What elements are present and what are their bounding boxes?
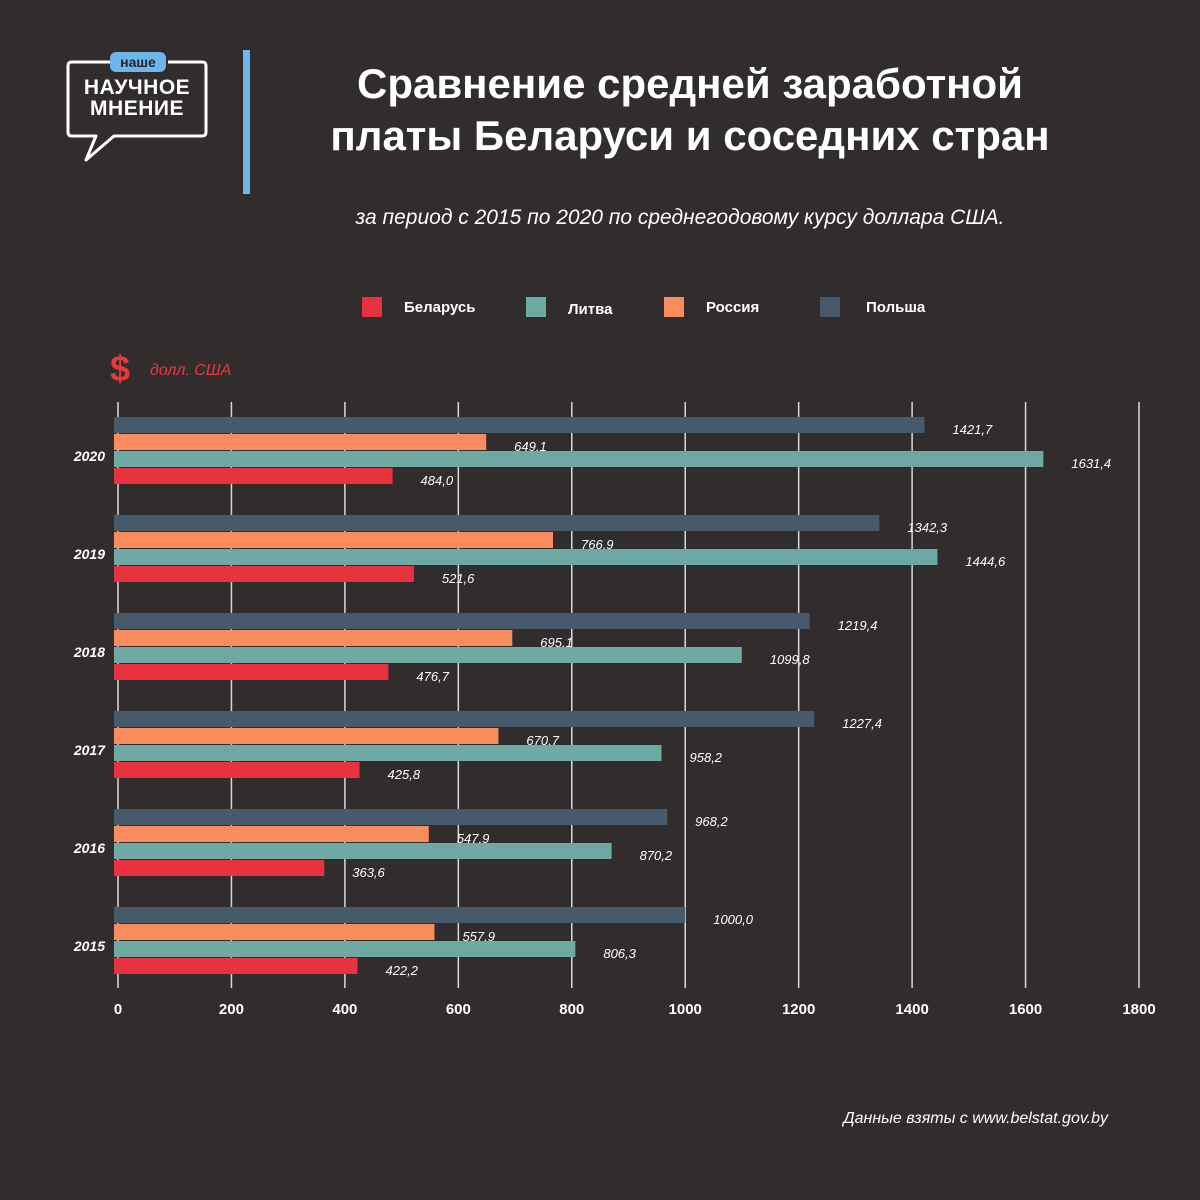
x-tick-label: 1200 bbox=[782, 1001, 815, 1018]
data-label: 484,0 bbox=[421, 473, 454, 488]
data-label: 521,6 bbox=[442, 571, 475, 586]
title-accent-bar bbox=[243, 50, 250, 194]
bar bbox=[114, 647, 742, 663]
x-tick-label: 1600 bbox=[1009, 1001, 1042, 1018]
bar bbox=[114, 958, 358, 974]
data-label: 958,2 bbox=[690, 750, 723, 765]
data-label: 547,9 bbox=[457, 831, 490, 846]
y-category-label: 2019 bbox=[73, 546, 105, 562]
data-label: 1227,4 bbox=[842, 716, 882, 731]
bar bbox=[114, 515, 880, 531]
bar-chart: 0 200 400 600 800 1000 1200 1400 1600 1800 2020 142… bbox=[73, 402, 1156, 1018]
bar bbox=[114, 532, 554, 548]
legend-swatch bbox=[526, 297, 546, 317]
x-tick-label: 1800 bbox=[1122, 1001, 1155, 1018]
bar bbox=[114, 711, 815, 727]
legend-swatch bbox=[362, 297, 382, 317]
y-category-label: 2020 bbox=[73, 448, 105, 464]
y-category-label: 2017 bbox=[73, 742, 106, 758]
legend-label: Беларусь bbox=[404, 299, 476, 316]
legend-label: Польша bbox=[866, 299, 926, 316]
data-label: 1421,7 bbox=[952, 422, 993, 437]
bar bbox=[114, 762, 360, 778]
bar bbox=[114, 417, 925, 433]
data-label: 425,8 bbox=[388, 767, 421, 782]
legend-label: Россия bbox=[706, 299, 760, 316]
logo-line-2: МНЕНИЕ bbox=[90, 97, 184, 120]
logo-line-1: НАУЧНОЕ bbox=[83, 76, 191, 99]
bar bbox=[114, 907, 686, 923]
bar bbox=[114, 613, 810, 629]
data-label: 1099,8 bbox=[770, 652, 811, 667]
y-category-label: 2018 bbox=[73, 644, 105, 660]
data-label: 766,9 bbox=[581, 537, 614, 552]
bar bbox=[114, 451, 1044, 467]
data-label: 968,2 bbox=[695, 814, 728, 829]
data-label: 1000,0 bbox=[713, 912, 754, 927]
x-tick-label: 1000 bbox=[669, 1001, 702, 1018]
dollar-icon: $ bbox=[110, 348, 131, 389]
y-category-label: 2016 bbox=[73, 840, 105, 856]
x-tick-label: 1400 bbox=[895, 1001, 928, 1018]
data-label: 363,6 bbox=[352, 865, 385, 880]
data-label: 670,7 bbox=[526, 733, 559, 748]
data-label: 476,7 bbox=[416, 669, 449, 684]
x-tick-label: 800 bbox=[559, 1001, 584, 1018]
bar bbox=[114, 843, 612, 859]
bar bbox=[114, 434, 487, 450]
unit-label: долл. США bbox=[150, 362, 232, 379]
bar bbox=[114, 941, 576, 957]
data-label: 422,2 bbox=[385, 963, 418, 978]
bar bbox=[114, 630, 513, 646]
x-tick-label: 200 bbox=[219, 1001, 244, 1018]
data-label: 1631,4 bbox=[1071, 456, 1111, 471]
bar bbox=[114, 745, 662, 761]
legend-label: Литва bbox=[568, 301, 613, 318]
source-note: Данные взяты с www.belstat.gov.by bbox=[843, 1110, 1108, 1127]
data-label: 695,1 bbox=[540, 635, 573, 650]
x-tick-label: 600 bbox=[446, 1001, 471, 1018]
data-label: 806,3 bbox=[603, 946, 636, 961]
data-label: 1342,3 bbox=[907, 520, 948, 535]
y-category-label: 2015 bbox=[73, 938, 105, 954]
bar bbox=[114, 728, 499, 744]
bar bbox=[114, 924, 435, 940]
data-label: 649,1 bbox=[514, 439, 547, 454]
speech-bubble-icon bbox=[66, 60, 208, 162]
legend-swatch bbox=[664, 297, 684, 317]
legend-swatch bbox=[820, 297, 840, 317]
bar bbox=[114, 809, 668, 825]
logo: наше НАУЧНОЕ МНЕНИЕ bbox=[66, 52, 210, 168]
bar bbox=[114, 664, 389, 680]
logo-badge: наше bbox=[110, 52, 166, 72]
data-label: 1219,4 bbox=[838, 618, 878, 633]
bar bbox=[114, 566, 414, 582]
data-label: 1444,6 bbox=[965, 554, 1006, 569]
x-tick-label: 400 bbox=[332, 1001, 357, 1018]
logo-text: НАУЧНОЕ МНЕНИЕ bbox=[66, 77, 208, 119]
page-title: Сравнение средней заработной платы Белар… bbox=[270, 58, 1110, 162]
bar bbox=[114, 468, 393, 484]
data-label: 557,9 bbox=[462, 929, 495, 944]
bar bbox=[114, 826, 429, 842]
bar bbox=[114, 549, 938, 565]
title-line-2: платы Беларуси и соседних стран bbox=[330, 112, 1050, 159]
title-line-1: Сравнение средней заработной bbox=[356, 60, 1023, 107]
subtitle: за период с 2015 по 2020 по среднегодово… bbox=[355, 206, 1005, 229]
x-tick-label: 0 bbox=[114, 1001, 122, 1018]
bar bbox=[114, 860, 325, 876]
data-label: 870,2 bbox=[640, 848, 673, 863]
